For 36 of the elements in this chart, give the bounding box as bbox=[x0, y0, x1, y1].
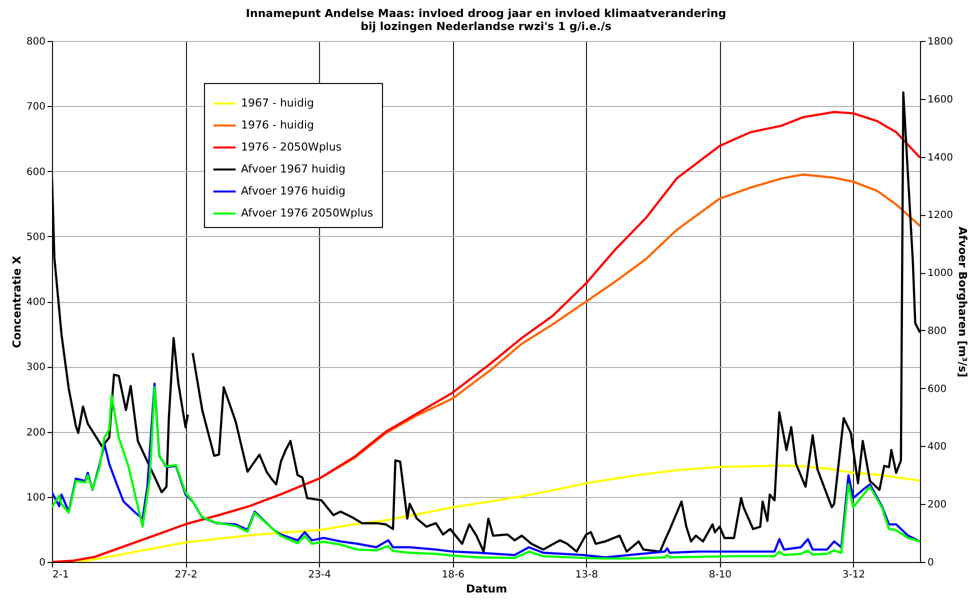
legend-label: 1976 - 2050Wplus bbox=[241, 140, 342, 154]
y2-tick-label: 200 bbox=[928, 500, 947, 511]
y2-tick-label: 1200 bbox=[928, 210, 953, 222]
y2-tick-label: 1400 bbox=[928, 152, 953, 164]
legend-label: 1967 - huidig bbox=[241, 96, 314, 110]
y-tick-label: 500 bbox=[26, 232, 46, 243]
y2-tick-label: 1800 bbox=[928, 36, 953, 48]
x-tick-label: 8-10 bbox=[708, 570, 732, 580]
x-tick-label: 2-1 bbox=[52, 570, 69, 580]
x-tick-label: 27-2 bbox=[174, 570, 198, 580]
chart-title: Innamepunt Andelse Maas: invloed droog jaar en invloed klimaatverandering bij lozingen Nederlandse rwzi's 1 g/i.e./s bbox=[246, 7, 726, 33]
y-tick-label: 100 bbox=[26, 492, 46, 504]
y2-tick-label: 600 bbox=[928, 384, 947, 395]
legend-label: Afvoer 1967 huidig bbox=[241, 162, 346, 176]
y-tick-label: 700 bbox=[26, 102, 46, 113]
x-axis-title: Datum bbox=[466, 582, 508, 596]
y2-axis-title: Afvoer Borgharen [m³/s] bbox=[956, 226, 969, 378]
x-tick-label: 18-6 bbox=[442, 570, 464, 580]
y-tick-label: 400 bbox=[26, 297, 46, 308]
legend-label: Afvoer 1976 2050Wplus bbox=[241, 206, 374, 220]
x-tick-label: 23-4 bbox=[308, 570, 331, 580]
y2-tick-label: 1000 bbox=[928, 268, 953, 280]
legend-label: Afvoer 1976 huidig bbox=[241, 184, 346, 198]
legend-label: 1976 - huidig bbox=[241, 118, 314, 132]
y-tick-label: 200 bbox=[26, 427, 46, 438]
y-tick-label: 300 bbox=[26, 362, 46, 374]
y-tick-label: 600 bbox=[26, 166, 46, 178]
y2-tick-label: 0 bbox=[928, 558, 934, 568]
y2-tick-label: 800 bbox=[928, 326, 947, 337]
x-tick-label: 3-12 bbox=[842, 570, 866, 580]
y2-tick-label: 1600 bbox=[928, 94, 953, 106]
y-axis-title: Concentratie X bbox=[10, 255, 24, 348]
y-tick-label: 0 bbox=[39, 558, 46, 568]
y2-tick-label: 400 bbox=[928, 442, 947, 453]
y-tick-label: 800 bbox=[26, 36, 46, 48]
x-tick-label: 13-8 bbox=[575, 570, 598, 580]
